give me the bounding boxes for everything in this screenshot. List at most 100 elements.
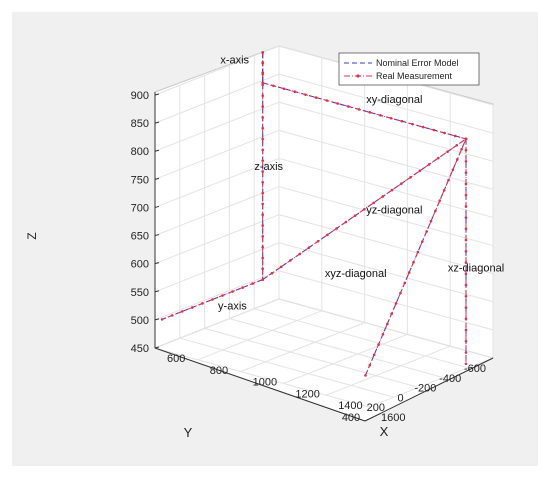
series-marker-real [211, 298, 214, 301]
series-marker-real [261, 202, 265, 206]
y-tick-label: 200 [367, 402, 385, 414]
y-tick-label: 0 [398, 392, 404, 404]
series-marker-real [180, 310, 184, 313]
x-tick-label: 800 [210, 365, 228, 377]
z-axis-label: Z [25, 232, 39, 239]
series-marker-real [416, 250, 420, 254]
z-tick-label: 550 [131, 287, 149, 299]
series-marker-real [231, 290, 234, 293]
grid-line [278, 186, 494, 247]
series-marker-real [447, 178, 450, 182]
z-tick-label: 600 [131, 259, 149, 271]
series-marker-real [429, 219, 433, 223]
y-tick-label: -600 [464, 363, 486, 375]
grid-line [229, 318, 444, 379]
series-marker-real [443, 131, 446, 135]
series-marker-real [425, 230, 428, 233]
series-marker-real [307, 246, 311, 249]
grid-line [154, 101, 280, 152]
series-marker-real [464, 182, 468, 186]
series-marker-real [460, 147, 463, 151]
grid-lines [154, 45, 494, 408]
series-marker-real [464, 272, 468, 276]
series-marker-real [386, 322, 389, 326]
segment-label: x-axis [220, 55, 249, 67]
series-marker-real [464, 171, 468, 174]
series-marker-real [434, 209, 437, 213]
series-marker-real [409, 175, 412, 179]
series-marker-real [251, 282, 254, 285]
series-marker-real [464, 227, 468, 231]
series-marker-real [464, 137, 468, 141]
series-marker-real [464, 306, 468, 309]
series-marker-real [451, 168, 455, 172]
legend-entry-real: Real Measurement [376, 71, 453, 81]
grid-line [154, 129, 280, 180]
grid-line [278, 214, 494, 275]
grid-line [154, 73, 280, 124]
series-marker-real [455, 158, 459, 161]
grid-line [278, 270, 494, 331]
segment-label: xz-diagonal [448, 262, 504, 274]
segment-label: yz-diagonal [366, 204, 422, 216]
series-marker-real [344, 220, 348, 224]
z-axis-ticks: 450 500 550 600 650 700 750 800 850 900 [131, 90, 160, 355]
grid-line [254, 308, 469, 369]
x-tick-label: 1000 [253, 377, 277, 389]
z-tick-mark [154, 93, 160, 96]
series-marker-real [261, 267, 265, 271]
series-marker-real [407, 271, 411, 274]
series-marker-real [261, 105, 265, 108]
series-marker-real [326, 233, 329, 237]
series-marker-real [390, 312, 393, 316]
z-tick-label: 650 [131, 231, 149, 243]
grid-line [278, 242, 494, 303]
grid-line [204, 327, 419, 388]
series-marker-real [400, 119, 404, 123]
x-tick-label: 1600 [381, 412, 405, 424]
grid-line [154, 45, 280, 96]
z-tick-mark [154, 290, 160, 293]
grid-line [154, 214, 280, 265]
grid-line [154, 242, 280, 293]
series-marker-real [403, 281, 407, 285]
series-marker-real [201, 302, 204, 305]
series-marker-real [314, 96, 318, 99]
series-marker-real [464, 216, 468, 219]
series-marker-real [464, 205, 468, 208]
series-marker-real [289, 259, 292, 262]
series-marker-real [454, 134, 457, 138]
segment-labels: x-axis xy-diagonal z-axis yz-diagonal xyz-di… [218, 55, 504, 313]
series-marker-real [261, 235, 265, 238]
segment-label: xy-diagonal [366, 94, 422, 106]
series-marker-real [336, 102, 339, 105]
series-marker-real [464, 339, 468, 343]
segment-label: y-axis [218, 300, 247, 312]
z-tick-mark [154, 234, 160, 237]
series-marker-real [381, 332, 385, 336]
series-marker-real [293, 90, 297, 93]
z-tick-mark [154, 121, 160, 124]
series-marker-real [377, 343, 380, 346]
series-marker-real [353, 214, 357, 217]
series-marker-real [261, 191, 265, 195]
z-tick-mark [154, 205, 160, 208]
grid-line [154, 347, 370, 408]
series-marker-real [261, 94, 265, 98]
series-marker-real [464, 295, 468, 298]
z-tick-label: 900 [131, 90, 149, 102]
series-marker-real [261, 256, 265, 260]
series-marker-real [316, 239, 320, 243]
x-axis-label: X [380, 424, 389, 439]
y-tick-label: 400 [342, 412, 360, 424]
series-marker-real [436, 156, 440, 160]
series-line-real [262, 82, 467, 140]
z-tick-mark [154, 346, 160, 349]
series-marker-real [372, 201, 375, 205]
series-marker-real [221, 294, 224, 297]
grid-line [197, 310, 322, 361]
x-tick-label: 600 [167, 353, 185, 365]
grid-line [278, 298, 494, 359]
series-marker-real [464, 160, 468, 163]
